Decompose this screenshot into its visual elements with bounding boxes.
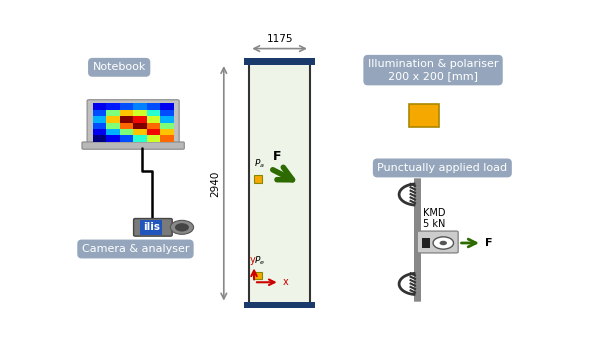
Bar (133, 103, 146, 110)
Bar (254, 175, 262, 183)
Bar (160, 135, 173, 142)
Bar (133, 129, 146, 135)
Bar (254, 272, 262, 280)
Bar (92, 135, 106, 142)
Bar (119, 110, 133, 116)
Bar (106, 123, 119, 129)
Text: KMD
5 kN: KMD 5 kN (423, 208, 445, 229)
Bar (133, 135, 146, 142)
Bar (422, 238, 430, 248)
Circle shape (175, 223, 189, 232)
Bar (146, 123, 160, 129)
Bar (146, 103, 160, 110)
Bar (92, 110, 106, 116)
Bar (133, 123, 146, 129)
Bar (146, 116, 160, 123)
Text: Punctually applied load: Punctually applied load (377, 163, 508, 173)
Text: Camera & analyser: Camera & analyser (82, 244, 189, 254)
Text: Notebook: Notebook (92, 62, 146, 72)
FancyBboxPatch shape (134, 219, 172, 236)
Bar (146, 129, 160, 135)
Bar (133, 116, 146, 123)
FancyBboxPatch shape (87, 100, 179, 145)
Bar (160, 116, 173, 123)
Bar (92, 116, 106, 123)
Bar (250, 63, 310, 303)
Bar (119, 103, 133, 110)
Text: y: y (249, 255, 255, 265)
Text: F: F (485, 238, 493, 248)
Bar (92, 103, 173, 142)
Bar (106, 129, 119, 135)
Bar (133, 110, 146, 116)
Bar (119, 129, 133, 135)
Text: F: F (272, 150, 281, 163)
Text: $P_e$: $P_e$ (254, 255, 265, 268)
Bar (119, 135, 133, 142)
FancyBboxPatch shape (417, 231, 458, 253)
Bar (244, 58, 316, 65)
Bar (146, 135, 160, 142)
Bar (244, 302, 316, 308)
Bar (106, 110, 119, 116)
Text: $P_a$: $P_a$ (254, 158, 265, 171)
Circle shape (170, 220, 194, 234)
Bar (160, 129, 173, 135)
Bar (92, 103, 106, 110)
Bar (106, 103, 119, 110)
Bar (160, 103, 173, 110)
Text: ilis: ilis (143, 223, 160, 232)
Bar (409, 104, 439, 127)
Bar (106, 135, 119, 142)
Text: x: x (283, 277, 289, 287)
Bar (92, 123, 106, 129)
Bar (119, 116, 133, 123)
Bar (160, 123, 173, 129)
Bar (160, 110, 173, 116)
Circle shape (440, 241, 447, 245)
Circle shape (433, 237, 454, 249)
Bar (146, 110, 160, 116)
FancyBboxPatch shape (82, 142, 184, 149)
Text: 2940: 2940 (211, 170, 220, 196)
Bar (92, 129, 106, 135)
Text: 1175: 1175 (266, 34, 293, 44)
Text: Illumination & polariser
200 x 200 [mm]: Illumination & polariser 200 x 200 [mm] (368, 59, 499, 81)
Bar (106, 116, 119, 123)
Bar (119, 123, 133, 129)
